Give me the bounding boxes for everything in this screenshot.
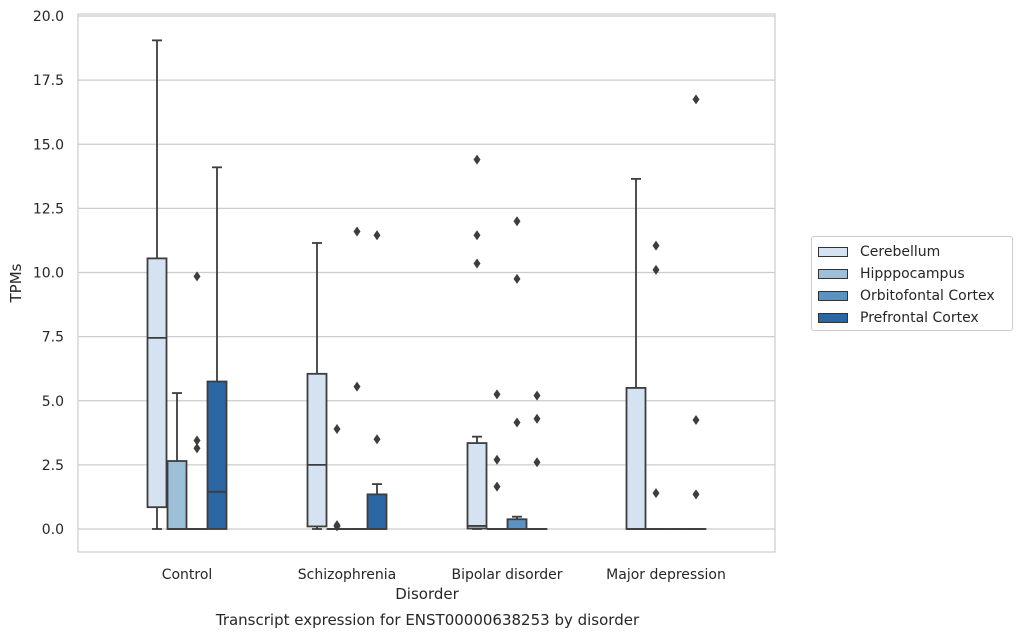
outlier-point xyxy=(473,230,481,241)
outlier-point xyxy=(193,271,201,282)
box-1-2 xyxy=(486,389,508,530)
outlier-point xyxy=(353,381,361,392)
outlier-point xyxy=(493,454,501,465)
outlier-point xyxy=(692,94,700,105)
outlier-point xyxy=(373,230,381,241)
outlier-point xyxy=(373,434,381,445)
box-2-2 xyxy=(506,216,528,530)
y-tick-labels: 0.0 2.5 5.0 7.5 10.0 12.5 15.0 17.5 20.0 xyxy=(33,9,64,538)
box-0-3 xyxy=(625,177,647,530)
legend-label: Orbitofontal Cortex xyxy=(860,288,995,304)
box-0-0 xyxy=(146,39,168,530)
x-axis-label: Disorder xyxy=(395,585,459,603)
box-2-1 xyxy=(346,226,368,530)
outlier-point xyxy=(193,435,201,446)
box-body xyxy=(166,460,188,530)
legend: Cerebellum Hipppocampus Orbitofontal Cor… xyxy=(811,236,1013,331)
y-tick-label: 10.0 xyxy=(33,266,64,282)
legend-item-hippocampus: Hipppocampus xyxy=(818,263,1012,285)
y-tick-label: 20.0 xyxy=(33,9,64,25)
box-3-1 xyxy=(366,230,388,530)
outlier-point xyxy=(493,389,501,400)
legend-item-prefrontal: Prefrontal Cortex xyxy=(818,307,1012,329)
x-tick-label: Control xyxy=(162,567,213,583)
legend-label: Cerebellum xyxy=(860,244,941,260)
box-0-1 xyxy=(306,242,328,530)
outlier-point xyxy=(493,481,501,492)
outlier-point xyxy=(513,273,521,284)
y-tick-label: 0.0 xyxy=(42,522,64,538)
legend-item-cerebellum: Cerebellum xyxy=(818,241,1012,263)
box-1-3 xyxy=(645,240,667,530)
outlier-point xyxy=(473,258,481,269)
box-body xyxy=(206,380,228,530)
outlier-point xyxy=(692,489,700,500)
box-0-2 xyxy=(466,154,488,530)
outlier-point xyxy=(652,488,660,499)
outlier-point xyxy=(533,457,541,468)
x-tick-label: Bipolar disorder xyxy=(451,567,562,583)
outlier-point xyxy=(333,521,341,532)
outlier-point xyxy=(692,414,700,425)
outlier-point xyxy=(652,264,660,275)
y-axis-label: TPMs xyxy=(7,263,25,303)
legend-swatch xyxy=(818,269,848,279)
box-3-3 xyxy=(685,94,707,530)
box-1-0 xyxy=(166,392,188,530)
y-tick-label: 7.5 xyxy=(42,330,64,346)
boxes xyxy=(146,39,707,532)
outlier-point xyxy=(513,417,521,428)
x-tick-label: Major depression xyxy=(606,567,726,583)
y-tick-label: 15.0 xyxy=(33,137,64,153)
outlier-point xyxy=(353,226,361,237)
x-tick-labels: Control Schizophrenia Bipolar disorder Majo… xyxy=(162,567,726,583)
legend-label: Prefrontal Cortex xyxy=(860,310,979,326)
outlier-point xyxy=(333,423,341,434)
legend-swatch xyxy=(818,291,848,301)
plot-frame xyxy=(77,13,776,553)
box-1-1 xyxy=(326,423,348,532)
outlier-point xyxy=(652,240,660,251)
outlier-point xyxy=(513,216,521,227)
outlier-point xyxy=(533,390,541,401)
x-tick-label: Schizophrenia xyxy=(298,567,396,583)
box-3-0 xyxy=(206,166,228,530)
legend-item-orbitofrontal: Orbitofontal Cortex xyxy=(818,285,1012,307)
box-body xyxy=(625,387,647,530)
box-2-0 xyxy=(186,271,208,530)
figure-caption: Transcript expression for ENST0000063825… xyxy=(215,611,640,629)
y-tick-label: 17.5 xyxy=(33,73,64,89)
y-tick-label: 12.5 xyxy=(33,201,64,217)
legend-swatch xyxy=(818,313,848,323)
legend-swatch xyxy=(818,247,848,257)
y-tick-label: 5.0 xyxy=(42,394,64,410)
box-body xyxy=(146,257,168,509)
outlier-point xyxy=(193,443,201,454)
legend-label: Hipppocampus xyxy=(860,266,965,282)
box-3-2 xyxy=(526,390,548,530)
outlier-point xyxy=(473,154,481,165)
y-tick-label: 2.5 xyxy=(42,458,64,474)
box-body xyxy=(506,518,528,530)
box-body xyxy=(466,442,488,530)
outlier-point xyxy=(533,413,541,424)
box-body xyxy=(366,493,388,530)
box-body xyxy=(306,372,328,528)
